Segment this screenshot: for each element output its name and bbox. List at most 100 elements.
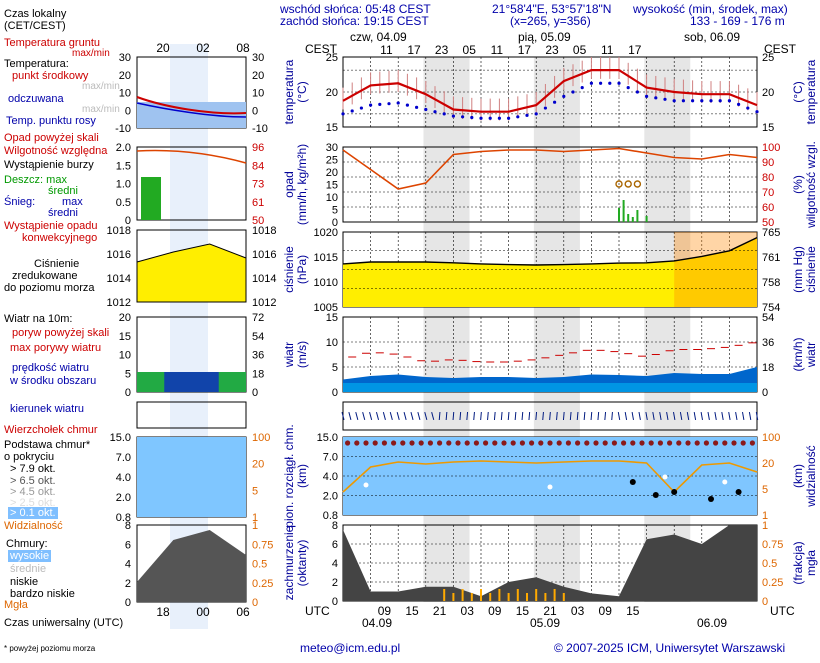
precip-bar bbox=[627, 214, 630, 222]
fog-bar bbox=[544, 593, 547, 601]
hour-top-2: 23 bbox=[435, 43, 449, 57]
legend-footnote: * powyżej poziomu morza bbox=[4, 644, 96, 653]
mini-cover-fill bbox=[137, 530, 246, 602]
wind-arrow bbox=[638, 411, 641, 421]
legend-ground-temp: Temperatura gruntu bbox=[4, 37, 100, 49]
mini-tick-temp-right-1: 20 bbox=[252, 70, 264, 82]
mini-tick-press-left-2: 1014 bbox=[107, 273, 131, 285]
hour-bottom-0: 09 bbox=[378, 604, 392, 618]
humidity-line bbox=[342, 147, 758, 190]
legend-rain: Deszcz: max bbox=[4, 174, 67, 186]
wind-arrow bbox=[493, 411, 496, 421]
wind-arrow bbox=[480, 411, 482, 421]
cloud-top-point bbox=[602, 440, 608, 446]
precip-bar bbox=[622, 200, 625, 222]
mini-tick-cloud-left-1: 7.0 bbox=[116, 452, 131, 464]
cloud-top-point bbox=[455, 440, 461, 446]
day-bottom-1: 04.09 bbox=[362, 616, 393, 630]
wind-arrow bbox=[362, 412, 366, 420]
mini-tick-wind-left-3: 5 bbox=[125, 368, 131, 380]
mini-tick-precip-right-1: 84 bbox=[252, 160, 264, 172]
hour-bottom-6: 21 bbox=[543, 604, 557, 618]
tick-temp-right-2: 15 bbox=[762, 122, 774, 134]
legend-convective: Wystąpienie opadu bbox=[4, 220, 98, 232]
wind-arrow bbox=[673, 411, 676, 421]
panel-title-left-a-0: temperatura bbox=[282, 59, 296, 124]
wind-arrow bbox=[500, 411, 503, 421]
felt-point bbox=[691, 99, 695, 103]
panel-title-left-b-3: (m/s) bbox=[295, 341, 309, 368]
cloud-base-point bbox=[652, 492, 659, 498]
tick-cover-right-4: 0 bbox=[762, 596, 768, 608]
day-bottom-2: 05.09 bbox=[530, 616, 561, 630]
legend-snow-mid: średni bbox=[48, 207, 78, 219]
legend-gust-max: max porywy wiatru bbox=[10, 342, 102, 354]
fog-bar bbox=[452, 593, 455, 601]
hour-bottom-8: 09 bbox=[599, 604, 613, 618]
cloud-top-point bbox=[529, 440, 535, 446]
mini-tick-press-left-3: 1012 bbox=[107, 297, 131, 309]
cloud-top-point bbox=[749, 440, 756, 446]
mini-tick-cover-left-1: 6 bbox=[125, 539, 131, 551]
tick-cover-right-3: 0.25 bbox=[762, 577, 783, 589]
grid-point: (x=265, y=356) bbox=[510, 14, 591, 28]
wind-arrow bbox=[473, 411, 475, 421]
tick-cover-left-2: 4 bbox=[332, 558, 338, 570]
tick-press-left-3: 1005 bbox=[314, 302, 338, 314]
tick-cover-right-0: 1 bbox=[762, 520, 768, 532]
cloud-top-point bbox=[630, 440, 636, 446]
panel-title-left-b-2: (hPa) bbox=[295, 255, 309, 284]
legend-visibility: Widzialność bbox=[4, 520, 63, 532]
contact-email[interactable]: meteo@icm.edu.pl bbox=[300, 641, 401, 655]
legend-dew: Temp. punktu rosy bbox=[6, 115, 96, 127]
felt-point bbox=[488, 116, 492, 120]
cloud-top-point bbox=[685, 440, 691, 446]
tick-cover-left-0: 8 bbox=[332, 520, 338, 532]
legend-low: niskie bbox=[10, 576, 39, 588]
felt-point bbox=[405, 103, 409, 107]
felt-point bbox=[589, 81, 594, 85]
tick-cloud-left-1: 7.0 bbox=[323, 452, 338, 464]
legend-utc: Czas uniwersalny (UTC) bbox=[4, 617, 124, 629]
wind-arrow bbox=[562, 411, 565, 421]
felt-point bbox=[369, 103, 373, 107]
cloud-top-point bbox=[713, 440, 719, 446]
tick-press-right-2: 758 bbox=[762, 277, 780, 289]
precip-bar bbox=[645, 216, 648, 222]
cest-label-right: CEST bbox=[764, 42, 797, 56]
wind-arrow bbox=[382, 412, 386, 420]
mini-tick-precip-left-4: 0 bbox=[125, 215, 131, 227]
fog-bar bbox=[461, 589, 464, 601]
panel-title-right-b-0: temperatura bbox=[804, 59, 818, 124]
mini-tick-cover-right-2: 0.5 bbox=[252, 559, 267, 571]
mini-tick-cloud-left-3: 2.0 bbox=[116, 492, 131, 504]
sunrise: wschód słońca: 05:48 CEST bbox=[280, 2, 431, 16]
cloud-base-point-thin bbox=[662, 474, 668, 480]
tick-precip-left-0: 30 bbox=[326, 142, 338, 154]
felt-point bbox=[516, 115, 520, 119]
mini-tick-cover-right-0: 1 bbox=[252, 520, 258, 532]
tick-cloud-left-2: 4.0 bbox=[323, 471, 338, 483]
felt-point bbox=[727, 99, 732, 103]
hour-top-0: 11 bbox=[380, 43, 393, 57]
cloud-top-point bbox=[565, 440, 572, 446]
wind-arrow bbox=[666, 411, 669, 421]
tick-cloud-right-0: 100 bbox=[762, 432, 780, 444]
tick-cloud-left-3: 2.0 bbox=[323, 491, 338, 503]
felt-point bbox=[709, 99, 713, 103]
mini-tick-wind-left-0: 20 bbox=[119, 312, 131, 324]
felt-point bbox=[635, 90, 640, 94]
mini-tick-wind-right-1: 54 bbox=[252, 331, 264, 343]
wind-arrow bbox=[507, 411, 510, 421]
wind-arrow bbox=[590, 411, 593, 421]
cloud-top-point bbox=[409, 440, 415, 446]
wind-arrow bbox=[445, 411, 448, 421]
wind-arrow bbox=[341, 412, 345, 420]
fog-bar bbox=[443, 589, 446, 601]
mini-tick-temp-right-3: 0 bbox=[252, 105, 258, 117]
fog-bar bbox=[507, 593, 510, 601]
night-shade-2 bbox=[644, 57, 691, 602]
fog-bar bbox=[516, 589, 519, 601]
day-top-1: czw, 04.09 bbox=[350, 30, 407, 44]
hour-top-9: 17 bbox=[628, 43, 642, 57]
